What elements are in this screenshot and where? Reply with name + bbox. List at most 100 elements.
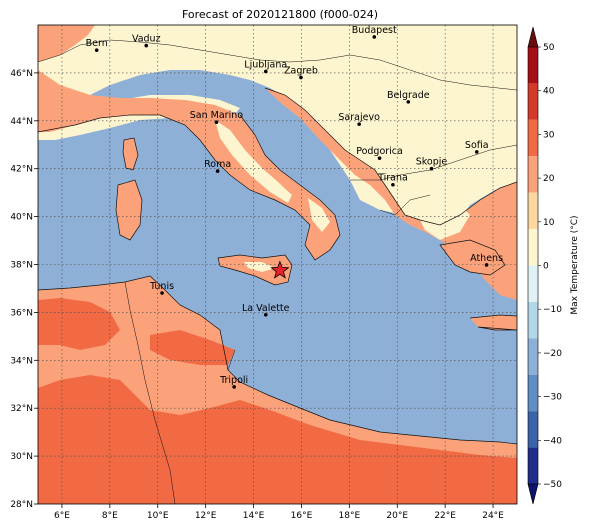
- greece-mild-zone: [410, 195, 470, 240]
- city-label: Athens: [470, 253, 503, 264]
- colorbar-tick-label: 30: [543, 130, 555, 140]
- colorbar-segment: [528, 447, 538, 484]
- colorbar-segment: [528, 301, 538, 339]
- y-tick-label: 44°N: [10, 117, 33, 127]
- x-tick-label: 14°E: [243, 511, 265, 521]
- y-tick-label: 32°N: [10, 404, 33, 414]
- corsica-island: [123, 138, 138, 170]
- y-tick-label: 28°N: [10, 500, 33, 510]
- alps-warm-zone: [38, 25, 95, 62]
- city-dot: [474, 150, 479, 154]
- africa-hot-zone: [38, 298, 120, 350]
- longitude-axis: 6°E 8°E 10°E 12°E 14°E 16°E 18°E 20°E 22°E 24°E: [54, 504, 504, 521]
- colorbar-segment: [528, 411, 538, 448]
- y-tick-label: 30°N: [10, 452, 33, 462]
- city-dot: [263, 312, 268, 317]
- city-dot: [214, 120, 219, 125]
- x-tick-label: 12°E: [195, 511, 217, 521]
- colorbar-segment: [528, 119, 538, 157]
- colorbar-top-extend: [527, 26, 539, 48]
- sardinia-island: [116, 180, 142, 240]
- city-dot: [215, 169, 220, 173]
- calabria-mild-zone: [308, 198, 330, 232]
- city-label: Budapest: [352, 25, 397, 36]
- y-tick-label: 40°N: [10, 213, 33, 223]
- colorbar-segment: [528, 192, 538, 230]
- colorbar-bottom-extend: [527, 483, 539, 505]
- colorbar-segment: [528, 229, 538, 266]
- city-label: Sarajevo: [338, 112, 380, 123]
- location-star-marker: [270, 260, 290, 279]
- africa-hot-zone: [38, 375, 517, 504]
- colorbar-segment: [528, 47, 538, 84]
- africa-hot-zone: [150, 330, 235, 365]
- city-dot: [406, 100, 411, 104]
- city-dot: [144, 43, 149, 48]
- city-label: Sofia: [465, 140, 489, 151]
- colorbar-tick-label: 50: [543, 43, 555, 53]
- city-dot: [484, 263, 489, 267]
- city-label: Tirana: [377, 173, 408, 184]
- y-tick-label: 42°N: [10, 165, 33, 175]
- x-tick-label: 20°E: [386, 511, 408, 521]
- colorbar-segment: [528, 83, 538, 120]
- city-dot: [94, 48, 99, 52]
- city-dot: [372, 35, 377, 39]
- colorbar-tick-label: 0: [543, 262, 549, 272]
- crete-island: [470, 315, 517, 330]
- x-tick-label: 6°E: [54, 511, 70, 521]
- africa-hot-zone: [420, 465, 517, 504]
- colorbar-tick-label: 40: [543, 87, 555, 97]
- city-label: Belgrade: [387, 90, 430, 101]
- city-label: La Valette: [242, 303, 290, 314]
- y-tick-label: 36°N: [10, 308, 33, 318]
- city-label: San Marino: [190, 110, 243, 121]
- city-label: Podgorica: [356, 146, 403, 157]
- city-label: Roma: [204, 159, 231, 170]
- colorbar-tick-label: −30: [543, 393, 562, 403]
- colorbar-segment: [528, 265, 538, 302]
- city-label: Skopje: [416, 157, 448, 168]
- city-label: Vaduz: [132, 34, 161, 45]
- city-label: Tripoli: [219, 375, 248, 386]
- city-label: Tunis: [149, 281, 174, 292]
- y-tick-label: 46°N: [10, 69, 33, 79]
- colorbar-label: Max Temperature (°C): [570, 215, 580, 314]
- city-dot: [232, 385, 236, 389]
- colorbar-tick-label: −10: [543, 305, 562, 315]
- city-label: Zagreb: [284, 65, 318, 76]
- city-dot: [160, 291, 164, 295]
- latitude-axis: 28°N 30°N 32°N 34°N 36°N 38°N 40°N 42°N 44°N 46°N: [10, 69, 38, 510]
- city-dot: [391, 182, 395, 187]
- colorbar-segment: [528, 156, 538, 193]
- x-tick-label: 10°E: [147, 511, 169, 521]
- city-label: Ljubljana: [244, 59, 287, 70]
- country-borders: [38, 39, 517, 504]
- city-dot: [263, 69, 268, 74]
- map-title: Forecast of 2020121800 (f000-024): [182, 8, 378, 21]
- y-tick-label: 34°N: [10, 356, 33, 366]
- italy-land: [38, 70, 340, 260]
- colorbar-segment: [528, 338, 538, 375]
- colorbar-segment: [528, 374, 538, 412]
- colorbar-tick-label: 10: [543, 218, 555, 228]
- city-dot: [429, 166, 434, 171]
- colorbar-tick-label: −50: [543, 480, 562, 490]
- x-tick-label: 22°E: [434, 511, 456, 521]
- city-dot: [299, 75, 303, 80]
- x-tick-label: 16°E: [291, 511, 313, 521]
- colorbar-tick-label: 20: [543, 174, 555, 184]
- peloponnese-land: [440, 240, 505, 275]
- colorbar-tick-label: −40: [543, 436, 562, 446]
- x-tick-label: 8°E: [102, 511, 118, 521]
- city-dot: [357, 122, 361, 126]
- city-dot: [377, 156, 382, 160]
- city-label: Bern: [86, 38, 108, 49]
- x-tick-label: 18°E: [339, 511, 361, 521]
- colorbar-tick-label: −20: [543, 349, 562, 359]
- x-tick-label: 24°E: [482, 511, 504, 521]
- colorbar: 50 40 30 20 10 0 −10 −20 −30 −40 −50: [527, 26, 562, 505]
